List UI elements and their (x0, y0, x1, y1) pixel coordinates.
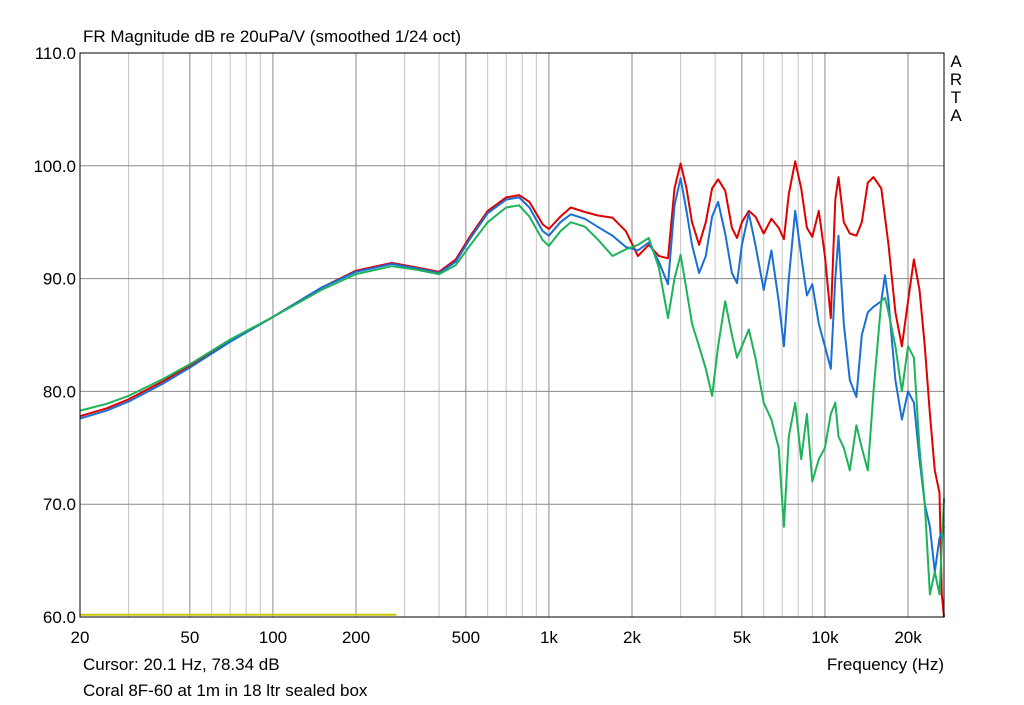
series-line-1 (79, 177, 945, 573)
y-tick-label: 60.0 (43, 608, 76, 627)
x-tick-label: 20 (71, 628, 90, 647)
grid (80, 53, 944, 617)
x-tick-label: 1k (540, 628, 558, 647)
x-tick-label: 20k (894, 628, 922, 647)
x-tick-label: 10k (811, 628, 839, 647)
x-tick-label: 100 (259, 628, 287, 647)
series-line-2 (79, 204, 945, 596)
x-tick-label: 50 (180, 628, 199, 647)
chart-title: FR Magnitude dB re 20uPa/V (smoothed 1/2… (83, 27, 461, 46)
y-tick-label: 110.0 (35, 44, 76, 63)
y-tick-label: 100.0 (33, 157, 76, 176)
arta-letter: T (950, 88, 962, 107)
plot-frame (79, 52, 945, 618)
x-axis-label: Frequency (Hz) (826, 655, 944, 674)
y-tick-label: 90.0 (43, 270, 76, 289)
caption: Coral 8F-60 at 1m in 18 ltr sealed box (83, 681, 368, 700)
x-tick-label: 2k (623, 628, 641, 647)
x-tick-label: 500 (452, 628, 480, 647)
cursor-readout: Cursor: 20.1 Hz, 78.34 dB (83, 655, 280, 674)
arta-letter: R (949, 70, 963, 89)
arta-letter: A (950, 106, 962, 125)
x-tick-label: 200 (342, 628, 370, 647)
tick-labels: 20 50 100 200 500 1k 2k 5k 10k 20k 60.0 70.0 80.0 90.… (33, 44, 922, 647)
arta-letter: A (950, 52, 962, 71)
series-line-0 (79, 160, 945, 618)
series-lines (79, 160, 945, 618)
x-tick-label: 5k (733, 628, 751, 647)
y-tick-label: 80.0 (43, 382, 76, 401)
y-tick-label: 70.0 (43, 495, 76, 514)
